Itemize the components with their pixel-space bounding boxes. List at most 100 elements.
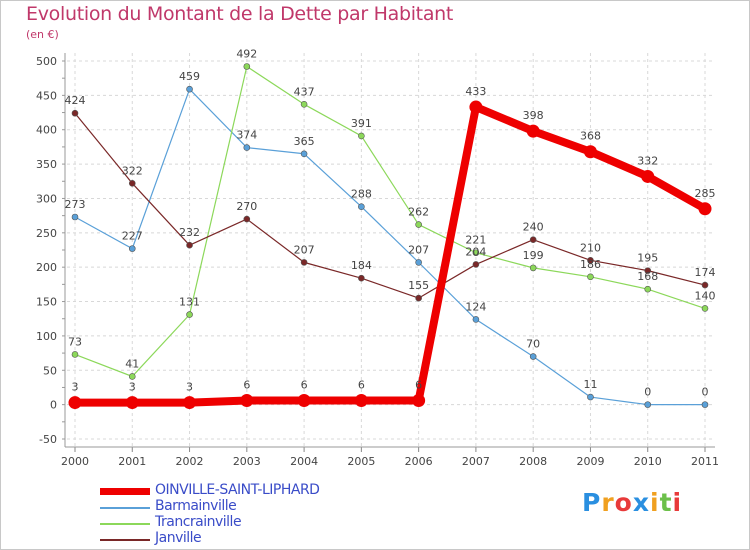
data-label-trancrainville: 199 [523,249,544,262]
data-point-janville [186,241,193,249]
logo-letter: o [614,488,633,517]
data-label-janville: 204 [465,245,486,258]
data-point-trancrainville [415,221,422,228]
data-label-oinville-saint-liphard: 332 [637,154,658,167]
data-label-trancrainville: 131 [179,296,200,309]
y-tick-label: 200 [36,261,57,274]
y-tick-label: 250 [36,227,57,240]
logo-letter: i [650,488,660,517]
data-label-trancrainville: 262 [408,206,429,219]
data-label-janville: 184 [351,259,372,272]
data-point-janville [415,294,422,302]
logo-letter: t [659,488,673,517]
data-label-barmainville: 273 [65,198,86,211]
data-label-trancrainville: 221 [465,234,486,247]
data-point-oinville-saint-liphard [183,396,197,410]
logo-letter: P [582,488,602,517]
series-line-janville [74,112,706,299]
data-label-janville: 322 [122,164,143,177]
legend-swatch [100,539,150,541]
proxiti-logo: Proxiti [582,488,682,517]
x-tick-label: 2005 [347,455,375,468]
data-point-barmainville [701,401,709,408]
x-tick-label: 2008 [519,455,547,468]
data-point-janville [71,109,79,117]
data-label-janville: 155 [408,279,429,292]
data-point-trancrainville [243,63,251,70]
data-label-barmainville: 365 [294,135,315,148]
data-label-oinville-saint-liphard: 3 [186,381,193,394]
data-label-oinville-saint-liphard: 3 [129,381,136,394]
chart-subtitle: (en €) [26,28,59,41]
legend-label: Trancrainville [155,514,242,530]
y-tick-label: -50 [39,433,57,446]
data-label-janville: 270 [236,200,257,213]
data-label-barmainville: 374 [236,129,257,142]
data-point-trancrainville [529,264,537,272]
data-point-trancrainville [644,285,652,293]
data-label-barmainville: 0 [644,386,651,399]
data-point-oinville-saint-liphard [583,145,597,159]
data-label-oinville-saint-liphard: 6 [243,379,250,392]
data-label-trancrainville: 168 [637,270,658,283]
data-point-oinville-saint-liphard [412,394,426,408]
data-label-barmainville: 288 [351,188,372,201]
y-tick-label: 50 [43,364,57,377]
legend-swatch [100,507,150,509]
data-point-barmainville [415,259,422,266]
data-point-oinville-saint-liphard [125,396,139,410]
data-label-oinville-saint-liphard: 6 [301,379,308,392]
x-tick-label: 2003 [233,455,261,468]
data-labels: 273 227 459 374 365 288 207 124 70 11 0 0 73 41 131 492… [65,47,716,398]
data-label-oinville-saint-liphard: 368 [580,130,601,143]
data-point-janville [128,180,136,187]
logo-letter: x [632,488,650,517]
data-point-barmainville [243,144,251,151]
y-tick-label: 300 [36,192,57,205]
y-tick-label: 150 [36,296,57,309]
data-point-oinville-saint-liphard [698,202,712,216]
data-label-oinville-saint-liphard: 398 [523,109,544,122]
data-point-janville [587,257,594,264]
y-tick-label: 350 [36,158,57,171]
legend-label: Janville [155,530,202,546]
y-tick-label: 100 [36,330,57,343]
data-label-oinville-saint-liphard: 433 [465,85,486,98]
data-point-barmainville [128,245,136,252]
data-label-janville: 207 [294,243,315,256]
logo-letter: r [601,488,615,517]
data-point-trancrainville [472,249,480,257]
data-label-trancrainville: 73 [68,335,82,348]
data-point-trancrainville [71,351,79,358]
data-point-janville [358,274,365,282]
data-label-janville: 232 [179,226,200,239]
series-layer [68,63,712,410]
data-point-trancrainville [358,132,365,140]
x-tick-label: 2010 [634,455,662,468]
series-line-oinville-saint-liphard [75,103,707,407]
data-label-barmainville: 0 [702,386,709,399]
grid [67,53,713,447]
data-point-janville [243,215,251,223]
legend-label: OINVILLE-SAINT-LIPHARD [155,482,320,498]
data-label-barmainville: 124 [465,300,486,313]
x-tick-label: 2001 [118,455,146,468]
y-tick-label: 400 [36,124,57,137]
y-tick-label: 450 [36,89,57,102]
legend-swatch [100,488,150,495]
data-point-barmainville [644,401,652,408]
data-point-oinville-saint-liphard [526,124,540,138]
data-label-trancrainville: 391 [351,117,372,130]
x-tick-label: 2006 [405,455,433,468]
data-point-janville [300,259,308,266]
data-label-janville: 174 [695,266,716,279]
data-label-trancrainville: 140 [695,289,716,302]
legend-label: Barmainville [155,498,237,514]
data-label-janville: 210 [580,241,601,254]
data-point-barmainville [300,150,308,158]
data-point-trancrainville [128,373,136,380]
data-label-barmainville: 11 [583,378,597,391]
